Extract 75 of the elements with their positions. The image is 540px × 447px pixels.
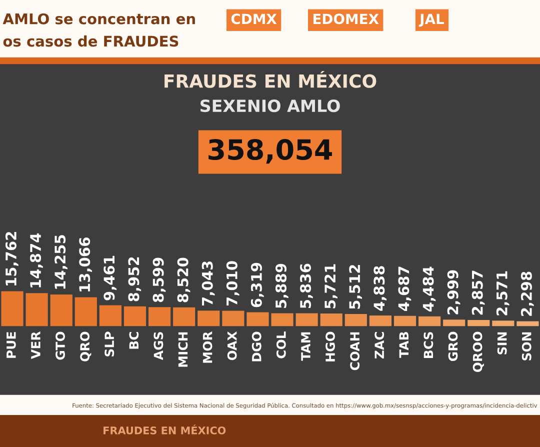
data-label: 2,999 — [447, 270, 460, 314]
bar — [74, 297, 97, 326]
text: os casos de FRAUDES — [3, 35, 178, 47]
bar — [320, 314, 342, 326]
bar — [173, 307, 196, 326]
data-label: 13,066 — [79, 238, 92, 292]
x-tick-label: VER — [31, 331, 40, 359]
x-tick-label: AGS — [154, 332, 164, 360]
data-label: 6,319 — [250, 262, 264, 308]
data-label: 5,721 — [324, 264, 338, 308]
data-label: 2,571 — [496, 271, 510, 316]
data-label: 4,838 — [374, 266, 387, 311]
text: AMLO se concentran en — [2, 13, 195, 24]
data-label: 7,043 — [202, 261, 215, 306]
bar — [198, 310, 220, 326]
bar — [50, 294, 72, 326]
bar — [222, 310, 244, 326]
chart-subtitle: SEXENIO AMLO — [200, 100, 340, 112]
bar — [516, 321, 539, 326]
chart-title: FRAUDES EN MÉXICO — [164, 70, 376, 88]
bar — [492, 320, 514, 326]
bar — [1, 291, 24, 326]
x-tick-label: BCS — [424, 332, 434, 358]
data-label: 8,520 — [177, 258, 190, 302]
x-tick-label: SLP — [104, 332, 114, 356]
x-tick-label: MICH — [178, 332, 188, 367]
x-tick-label: TAB — [399, 332, 408, 358]
data-label: 15,762 — [5, 232, 18, 286]
bar — [443, 320, 466, 326]
x-tick-label: SIN — [497, 332, 507, 354]
data-label: 8,599 — [152, 258, 166, 302]
bar — [271, 313, 294, 326]
data-label: 5,889 — [275, 264, 288, 308]
x-tick-label: QRO — [80, 332, 92, 362]
x-tick-label: HGO — [326, 332, 335, 362]
text: FRAUDES EN MÉXICO — [104, 424, 226, 434]
data-label: 4,484 — [422, 266, 436, 312]
data-label: 4,687 — [398, 266, 412, 312]
data-label: 7,010 — [226, 261, 240, 306]
x-tick-label: BC — [129, 332, 139, 349]
x-tick-label: COL — [276, 332, 286, 358]
data-label: 2,298 — [520, 272, 534, 316]
text: JAL — [418, 14, 444, 27]
data-label: 8,952 — [128, 257, 142, 302]
bar — [246, 312, 269, 326]
x-tick-label: OAX — [227, 331, 237, 360]
bar — [394, 316, 416, 326]
text: EDOMEX — [313, 14, 379, 24]
bar — [468, 320, 490, 326]
bar — [99, 305, 122, 326]
x-tick-label: MOR — [202, 331, 212, 363]
data-label: 9,461 — [104, 256, 117, 300]
data-label: 14,874 — [30, 233, 43, 288]
data-label: 2,857 — [472, 270, 485, 315]
bar — [26, 293, 48, 326]
bar — [369, 316, 392, 326]
x-tick-label: QROO — [472, 332, 484, 372]
data-label: 5,512 — [349, 265, 362, 309]
x-tick-label: DGO — [252, 332, 262, 362]
x-tick-label: GRO — [448, 332, 458, 362]
bar — [148, 307, 171, 326]
x-tick-label: COAH — [350, 332, 360, 370]
x-tick-label: TAM — [301, 332, 310, 361]
bar — [418, 316, 441, 326]
bar — [296, 313, 318, 326]
x-tick-label: ZAC — [374, 332, 384, 359]
bar — [344, 314, 367, 326]
data-label: 14,255 — [54, 235, 68, 289]
text: 358,054 — [208, 139, 332, 164]
text: CDMX — [231, 14, 277, 24]
bar — [124, 306, 146, 326]
x-tick-label: GTO — [56, 332, 65, 360]
x-tick-label: PUE — [6, 332, 16, 358]
data-label: 5,836 — [300, 264, 313, 308]
x-tick-label: SON — [522, 332, 532, 360]
